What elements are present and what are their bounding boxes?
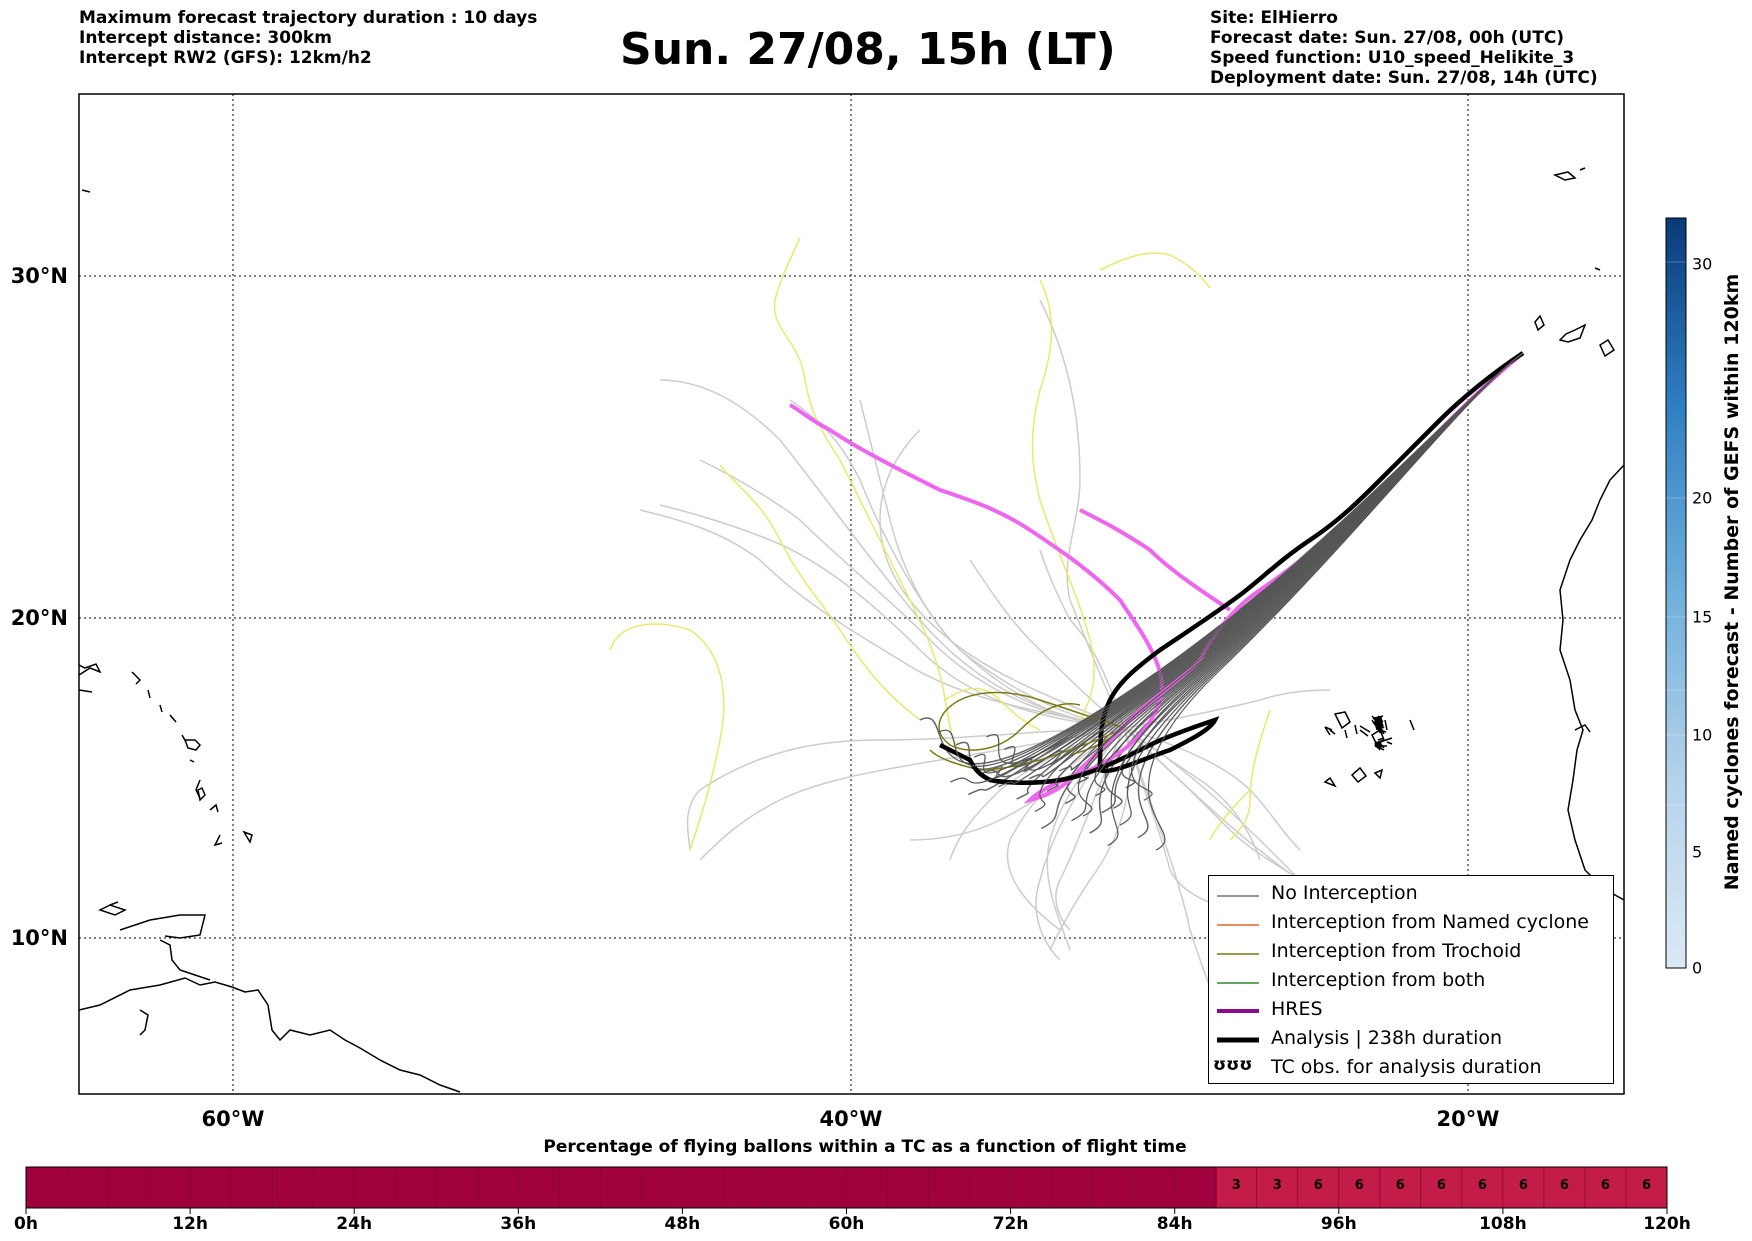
tc-obs-symbol-icon: ʊʊʊ bbox=[1213, 1055, 1253, 1075]
legend-label: HRES bbox=[1271, 998, 1323, 1020]
bar-cell-value: 6 bbox=[1436, 1178, 1446, 1193]
forecast-date-text: Forecast date: Sun. 27/08, 00h (UTC) bbox=[1210, 28, 1565, 48]
legend-label: Analysis | 238h duration bbox=[1271, 1027, 1503, 1049]
gefs-trajectory bbox=[950, 352, 1524, 784]
colorbar bbox=[1665, 217, 1687, 969]
map-gridlines bbox=[79, 94, 1624, 1094]
max-duration-text: Maximum forecast trajectory duration : 1… bbox=[79, 8, 538, 28]
bar-tick-label: 0h bbox=[14, 1214, 38, 1234]
colorbar-tick-5: 5 bbox=[1692, 842, 1703, 862]
legend-label: No Interception bbox=[1271, 882, 1418, 904]
intercept-distance-text: Intercept distance: 300km bbox=[79, 28, 332, 48]
bar-cell-value: 6 bbox=[1395, 1178, 1405, 1193]
lon-label-60w: 60°W bbox=[201, 1107, 265, 1131]
legend-item-tc-obs: ʊʊʊ TC obs. for analysis duration bbox=[1209, 1054, 1613, 1083]
gefs-trajectory bbox=[973, 352, 1524, 774]
percentage-bar-title: Percentage of flying ballons within a TC… bbox=[543, 1137, 1187, 1157]
intercept-rw2-text: Intercept RW2 (GFS): 12km/h2 bbox=[79, 48, 372, 68]
bar-tick-label: 36h bbox=[500, 1214, 537, 1234]
legend-swatch-no-interception bbox=[1217, 895, 1259, 897]
gefs-trajectory bbox=[919, 352, 1524, 765]
colorbar-tick-10: 10 bbox=[1692, 725, 1713, 745]
analysis-trajectory bbox=[938, 351, 1525, 785]
gefs-trajectory bbox=[1101, 352, 1524, 814]
gefs-trajectory bbox=[1147, 352, 1524, 851]
colorbar-segments bbox=[1666, 261, 1686, 806]
deployment-date-text: Deployment date: Sun. 27/08, 14h (UTC) bbox=[1210, 68, 1598, 88]
bar-cell-value: 6 bbox=[1641, 1178, 1652, 1193]
lat-label-10n: 10°N bbox=[10, 926, 68, 950]
gefs-trajectory bbox=[1131, 352, 1524, 801]
legend-label: TC obs. for analysis duration bbox=[1271, 1056, 1542, 1078]
legend-item-no-interception: No Interception bbox=[1209, 880, 1613, 909]
colorbar-title: Named cyclones forecast - Number of GEFS… bbox=[1721, 273, 1743, 891]
bar-tick-label: 96h bbox=[1320, 1214, 1357, 1234]
bar-tick-label: 24h bbox=[336, 1214, 373, 1234]
colorbar-tick-30: 30 bbox=[1692, 254, 1713, 274]
legend-item-named-cyclone: Interception from Named cyclone bbox=[1209, 909, 1613, 938]
gefs-trajectory bbox=[1121, 352, 1524, 789]
legend-item-trochoid: Interception from Trochoid bbox=[1209, 938, 1613, 967]
bar-tick-label: 12h bbox=[172, 1214, 208, 1234]
legend-swatch-trochoid bbox=[1217, 953, 1259, 955]
legend-item-hres: HRES bbox=[1209, 996, 1613, 1025]
bar-cell-value: 6 bbox=[1600, 1178, 1610, 1193]
lat-label-20n: 20°N bbox=[10, 606, 68, 630]
bar-tick-label: 108h bbox=[1479, 1214, 1527, 1234]
percentage-bar-cells bbox=[66, 1167, 1627, 1208]
bar-tick-label: 72h bbox=[992, 1214, 1029, 1234]
lon-label-40w: 40°W bbox=[819, 1107, 883, 1131]
legend-swatch-hres bbox=[1217, 1009, 1259, 1013]
yellow-trajectories bbox=[609, 237, 1271, 851]
legend-label: Interception from both bbox=[1271, 969, 1486, 991]
bar-cell-value: 6 bbox=[1518, 1178, 1528, 1193]
lat-label-30n: 30°N bbox=[10, 264, 68, 288]
bar-cell-value: 3 bbox=[1231, 1178, 1241, 1193]
map-frame bbox=[78, 93, 1625, 1095]
legend-label: Interception from Trochoid bbox=[1271, 940, 1522, 962]
legend-label: Interception from Named cyclone bbox=[1271, 911, 1589, 933]
gefs-trajectory bbox=[1104, 352, 1524, 809]
page-title: Sun. 27/08, 15h (LT) bbox=[620, 24, 1116, 75]
bar-cell-value: 6 bbox=[1354, 1178, 1364, 1193]
forecast-metadata: Site: ElHierro Forecast date: Sun. 27/08… bbox=[1210, 8, 1598, 88]
gefs-trajectory bbox=[1089, 352, 1524, 834]
colorbar-tick-15: 15 bbox=[1692, 607, 1713, 627]
legend-swatch-both bbox=[1217, 982, 1259, 984]
gefs-trajectory bbox=[1137, 352, 1524, 839]
legend-swatch-named-cyclone bbox=[1217, 924, 1259, 926]
bar-cell-value: 6 bbox=[1559, 1178, 1569, 1193]
gefs-trajectories-bundle bbox=[937, 352, 1524, 851]
gefs-trajectory bbox=[1119, 352, 1524, 826]
bar-tick-label: 48h bbox=[664, 1214, 701, 1234]
percentage-bar-ticks bbox=[25, 1208, 1668, 1214]
map-legend: No Interception Interception from Named … bbox=[1208, 875, 1614, 1084]
bar-tick-label: 60h bbox=[828, 1214, 865, 1234]
percentage-bar-dark bbox=[26, 1167, 1217, 1208]
hres-trajectory bbox=[789, 351, 1525, 804]
bar-cell-value: 6 bbox=[1313, 1178, 1323, 1193]
percentage-bar-light bbox=[1217, 1167, 1667, 1208]
site-text: Site: ElHierro bbox=[1210, 8, 1338, 28]
forecast-settings: Maximum forecast trajectory duration : 1… bbox=[79, 8, 537, 68]
gefs-trajectory bbox=[1022, 352, 1524, 772]
coastlines bbox=[79, 167, 1624, 1093]
colorbar-tick-0: 0 bbox=[1692, 958, 1703, 978]
colorbar-tick-20: 20 bbox=[1692, 488, 1713, 508]
lon-label-20w: 20°W bbox=[1436, 1107, 1500, 1131]
bar-cell-value: 6 bbox=[1477, 1178, 1487, 1193]
legend-swatch-analysis bbox=[1217, 1037, 1259, 1043]
bar-tick-label: 84h bbox=[1156, 1214, 1193, 1234]
bar-cell-value: 3 bbox=[1272, 1178, 1282, 1193]
bar-tick-label: 120h bbox=[1643, 1214, 1691, 1234]
speed-function-text: Speed function: U10_speed_Helikite_3 bbox=[1210, 48, 1575, 68]
legend-item-both: Interception from both bbox=[1209, 967, 1613, 996]
hres-trajectory-tail bbox=[1079, 508, 1232, 612]
legend-item-analysis: Analysis | 238h duration bbox=[1209, 1025, 1613, 1054]
